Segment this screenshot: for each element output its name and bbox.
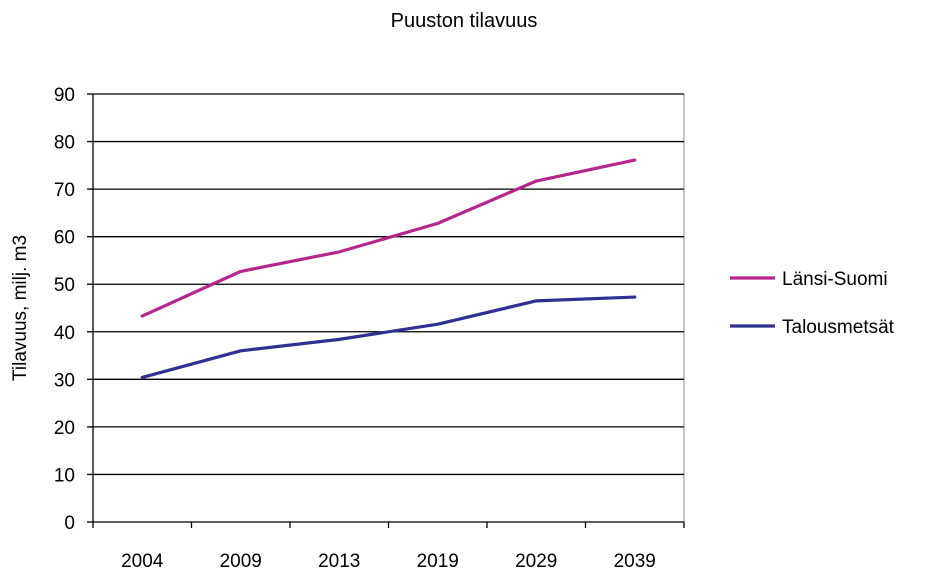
legend-label: Länsi-Suomi [782, 269, 888, 290]
y-tick-label: 50 [54, 275, 75, 296]
x-tick-label: 2039 [614, 551, 656, 572]
x-tick-label: 2019 [417, 551, 459, 572]
x-tick-label: 2029 [515, 551, 557, 572]
series-layer [140, 158, 637, 380]
series-0 [140, 158, 637, 318]
y-tick-label: 30 [54, 370, 75, 391]
y-tick-label: 60 [54, 228, 75, 249]
y-tick-label: 40 [54, 323, 75, 344]
y-tick-label: 90 [54, 85, 75, 106]
y-tick-label: 20 [54, 418, 75, 439]
grid-lines [93, 93, 684, 476]
legend-label: Talousmetsät [782, 317, 895, 338]
plot-area-border [92, 93, 685, 523]
series-line [140, 295, 637, 380]
x-tick-label: 2013 [318, 551, 360, 572]
y-tick-label: 80 [54, 133, 75, 154]
legend: Länsi-Suomi Talousmetsät [730, 269, 895, 338]
y-tick-label: 0 [64, 513, 75, 534]
y-tick-label: 70 [54, 180, 75, 201]
y-axis-label: Tilavuus, milj. m3 [10, 235, 31, 381]
series-1 [140, 295, 637, 380]
x-tick-label: 2009 [220, 551, 262, 572]
y-tick-label: 10 [54, 465, 75, 486]
chart-title: Puuston tilavuus [391, 10, 538, 32]
axes: 0 10 20 30 40 50 60 70 80 90 2004 2009 2013 2019 2029 2… [54, 85, 685, 572]
x-tick-label: 2004 [121, 551, 164, 572]
series-line [140, 158, 637, 318]
